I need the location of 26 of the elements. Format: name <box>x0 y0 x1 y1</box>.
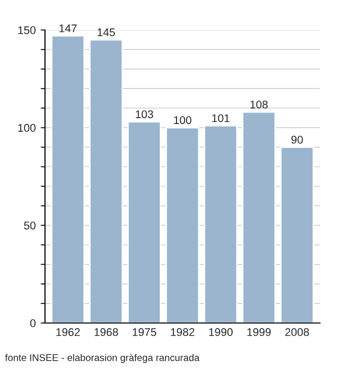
x-tick-label: 1999 <box>247 328 271 336</box>
data-label: 145 <box>98 28 115 36</box>
bar <box>50 35 85 323</box>
data-label: 100 <box>174 116 192 124</box>
source-note: fonte INSEE - elaborasion gràfega rancurada <box>5 354 200 364</box>
bar <box>280 146 314 323</box>
data-label: 147 <box>59 24 77 32</box>
x-tick-label: 1990 <box>209 328 233 336</box>
y-tick-label: 50 <box>24 222 36 230</box>
bar <box>204 125 238 323</box>
data-label: 101 <box>212 114 230 122</box>
x-tick-label: 1968 <box>94 328 118 336</box>
data-label: 90 <box>291 136 303 144</box>
bar <box>127 121 162 323</box>
x-tick-label: 1982 <box>170 328 194 336</box>
bar <box>89 39 124 323</box>
bar <box>242 111 276 323</box>
x-tick-label: 1962 <box>56 328 80 336</box>
y-tick-label: 100 <box>18 124 36 132</box>
x-tick-label: 2008 <box>285 328 309 336</box>
data-label: 108 <box>250 100 268 108</box>
x-tick-label: 1975 <box>132 328 156 336</box>
y-tick-label: 150 <box>18 26 36 34</box>
data-label: 103 <box>136 110 154 118</box>
bar <box>166 126 200 323</box>
y-tick-label: 0 <box>30 319 36 328</box>
